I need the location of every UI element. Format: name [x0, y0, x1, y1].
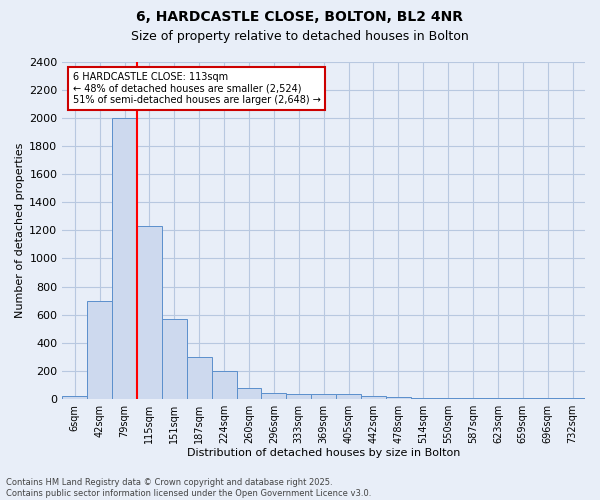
Bar [286, 394, 311, 399]
Bar [485, 398, 511, 399]
Y-axis label: Number of detached properties: Number of detached properties [15, 142, 25, 318]
Bar [361, 396, 386, 399]
Bar [87, 300, 112, 399]
Bar [461, 398, 485, 399]
Text: 6, HARDCASTLE CLOSE, BOLTON, BL2 4NR: 6, HARDCASTLE CLOSE, BOLTON, BL2 4NR [137, 10, 464, 24]
Bar [560, 398, 585, 399]
Bar [336, 394, 361, 399]
Bar [162, 319, 187, 399]
Bar [511, 398, 535, 399]
Bar [112, 118, 137, 399]
Bar [436, 398, 461, 399]
Text: 6 HARDCASTLE CLOSE: 113sqm
← 48% of detached houses are smaller (2,524)
51% of s: 6 HARDCASTLE CLOSE: 113sqm ← 48% of deta… [73, 72, 320, 105]
Text: Size of property relative to detached houses in Bolton: Size of property relative to detached ho… [131, 30, 469, 43]
Text: Contains HM Land Registry data © Crown copyright and database right 2025.
Contai: Contains HM Land Registry data © Crown c… [6, 478, 371, 498]
Bar [62, 396, 87, 399]
Bar [311, 394, 336, 399]
Bar [386, 397, 411, 399]
Bar [535, 398, 560, 399]
Bar [212, 371, 236, 399]
Bar [411, 398, 436, 399]
Bar [187, 357, 212, 399]
Bar [137, 226, 162, 399]
Bar [262, 394, 286, 399]
X-axis label: Distribution of detached houses by size in Bolton: Distribution of detached houses by size … [187, 448, 460, 458]
Bar [236, 388, 262, 399]
